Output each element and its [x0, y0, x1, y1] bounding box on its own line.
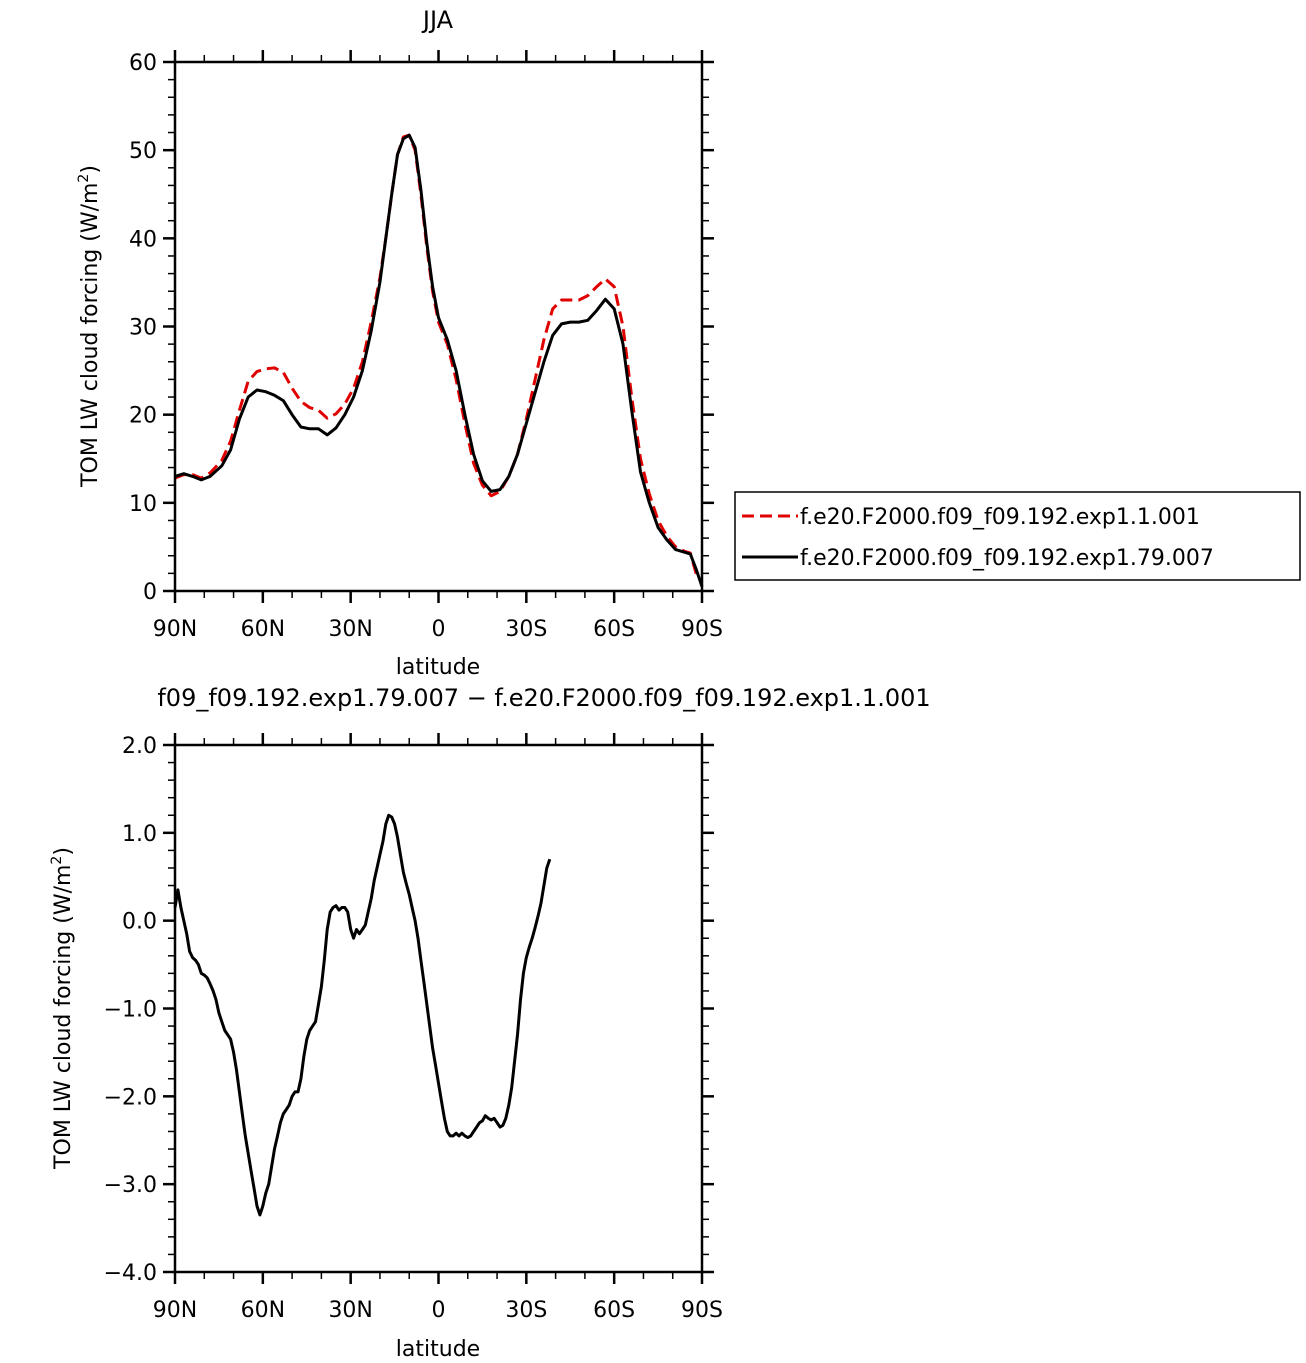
bottom-y-tick-label: −2.0 — [104, 1085, 157, 1110]
top-series-line-1 — [174, 133, 704, 584]
bottom-plot-title: f09_f09.192.exp1.79.007 − f.e20.F2000.f0… — [157, 684, 930, 712]
top-plot-title: JJA — [421, 6, 454, 34]
top-y-tick-label: 0 — [143, 580, 157, 605]
bottom-y-tick-label: 1.0 — [122, 822, 157, 847]
top-x-tick-label: 30S — [505, 617, 547, 642]
top-y-tick-label: 60 — [129, 51, 157, 76]
bottom-y-tick-label: −4.0 — [104, 1261, 157, 1286]
legend-label-2: f.e20.F2000.f09_f09.192.exp1.79.007 — [800, 546, 1214, 571]
top-y-tick-label: 40 — [129, 227, 157, 252]
bottom-y-tick-label: −3.0 — [104, 1173, 157, 1198]
bottom-y-tick-label: 2.0 — [122, 734, 157, 759]
bottom-ticks — [163, 733, 714, 1284]
top-x-tick-label: 0 — [432, 617, 446, 642]
bottom-x-tick-label: 30N — [328, 1298, 372, 1323]
bottom-y-tick-label: −1.0 — [104, 998, 157, 1023]
bottom-series-line-1 — [173, 813, 552, 1217]
bottom-x-axis-title: latitude — [396, 1337, 480, 1362]
top-tick-labels: 0 10 20 30 40 50 60 90N 60N 30N 0 30S 60S 90S — [129, 51, 723, 642]
top-axes-frame — [173, 60, 704, 593]
bottom-plot-area — [173, 813, 552, 1217]
bottom-tick-labels: −4.0 −3.0 −2.0 −1.0 0.0 1.0 2.0 90N 60N 30N 0 30S 60… — [104, 734, 723, 1323]
top-y-tick-label: 20 — [129, 404, 157, 429]
top-series-line-2 — [174, 133, 704, 588]
bottom-y-axis-title: TOM LW cloud forcing (W/m2) — [49, 847, 76, 1170]
top-panel: JJA latitude TOM LW cloud forcing (W/m2)… — [76, 6, 723, 680]
legend-label-1: f.e20.F2000.f09_f09.192.exp1.1.001 — [800, 505, 1200, 530]
top-y-tick-label: 10 — [129, 492, 157, 517]
bottom-y-tick-label: 0.0 — [122, 910, 157, 935]
bottom-x-tick-label: 60S — [593, 1298, 635, 1323]
top-ticks — [163, 50, 714, 603]
top-x-tick-label: 60N — [241, 617, 285, 642]
bottom-panel: f09_f09.192.exp1.79.007 − f.e20.F2000.f0… — [49, 684, 931, 1362]
bottom-x-tick-label: 30S — [505, 1298, 547, 1323]
top-plot-area — [174, 133, 704, 588]
legend-box — [734, 491, 1301, 581]
top-y-axis-title: TOM LW cloud forcing (W/m2) — [76, 165, 103, 488]
bottom-x-tick-label: 90S — [681, 1298, 723, 1323]
legend: f.e20.F2000.f09_f09.192.exp1.1.001 f.e20… — [734, 491, 1301, 581]
top-y-tick-label: 30 — [129, 316, 157, 341]
bottom-x-tick-label: 60N — [241, 1298, 285, 1323]
top-x-tick-label: 90S — [681, 617, 723, 642]
bottom-x-tick-label: 0 — [432, 1298, 446, 1323]
top-x-tick-label: 90N — [153, 617, 197, 642]
top-x-axis-title: latitude — [396, 655, 480, 680]
top-x-tick-label: 30N — [328, 617, 372, 642]
top-x-tick-label: 60S — [593, 617, 635, 642]
top-y-tick-label: 50 — [129, 139, 157, 164]
bottom-x-tick-label: 90N — [153, 1298, 197, 1323]
